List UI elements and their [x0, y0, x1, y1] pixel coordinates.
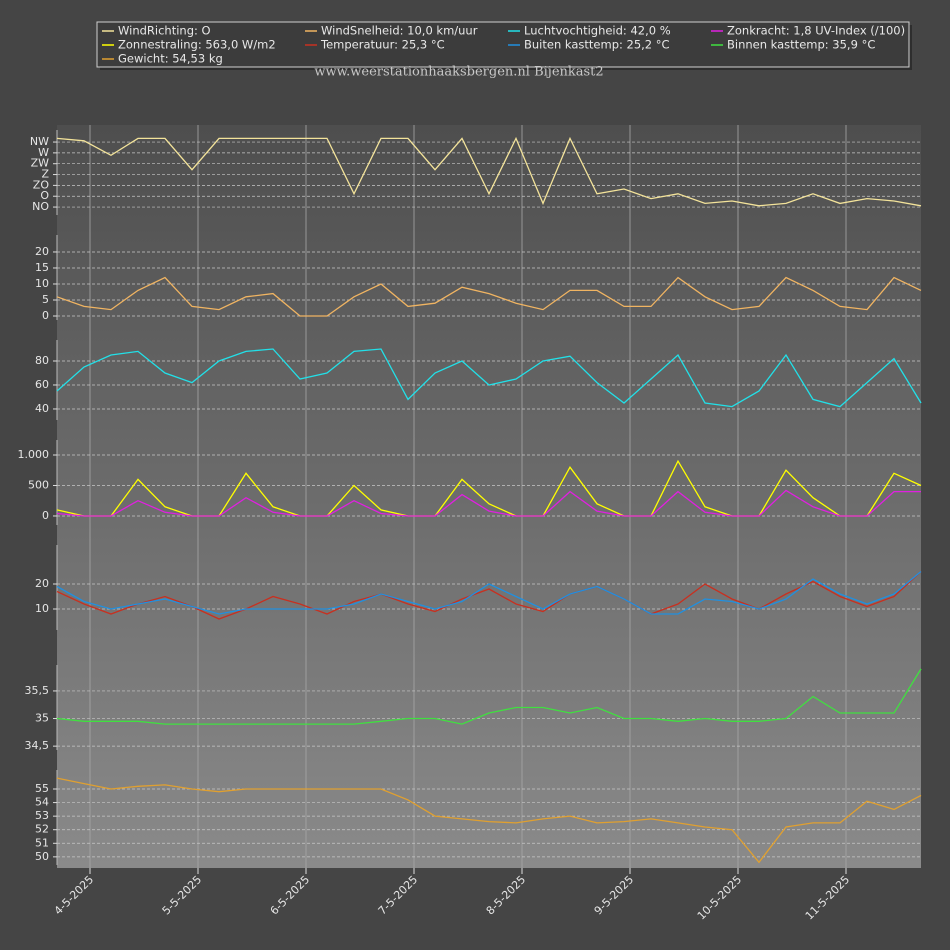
series-line [56, 276, 922, 317]
y-tick-label: O [40, 189, 49, 202]
y-tick-label: 5 [42, 293, 49, 306]
legend-label: Buiten kasttemp: 25,2 °C [524, 38, 670, 52]
y-tick-label: 15 [35, 261, 49, 274]
series-line [56, 489, 921, 517]
legend-label: WindSnelheid: 10,0 km/uur [321, 24, 478, 38]
y-tick-label: 10 [35, 277, 49, 290]
y-tick-label: NW [30, 135, 49, 148]
series-line [56, 348, 922, 408]
y-tick-label: 0 [42, 309, 49, 322]
legend-label: Gewicht: 54,53 kg [118, 52, 223, 66]
x-tick-label: 9-5-2025 [592, 873, 637, 918]
y-tick-label: 80 [35, 354, 49, 367]
legend-label: Zonnestraling: 563,0 W/m2 [118, 38, 276, 52]
legend-label: Zonkracht: 1,8 UV-Index (/100) [727, 24, 905, 38]
y-tick-label: 60 [35, 378, 49, 391]
y-tick-label: W [38, 146, 49, 159]
y-tick-label: 0 [42, 509, 49, 522]
y-tick-label: 50 [35, 850, 49, 863]
x-tick-label: 4-5-2025 [52, 873, 97, 918]
y-tick-label: 54 [35, 796, 49, 809]
y-tick-label: 55 [35, 782, 49, 795]
y-tick-label: 35 [35, 712, 49, 725]
legend-label: Temperatuur: 25,3 °C [320, 38, 445, 52]
y-tick-label: 34,5 [25, 739, 50, 752]
y-tick-label: 53 [35, 809, 49, 822]
y-tick-label: NO [32, 200, 49, 213]
y-tick-label: Z [41, 168, 49, 181]
x-tick-label: 7-5-2025 [376, 873, 421, 918]
x-tick-label: 11-5-2025 [803, 873, 852, 922]
y-tick-label: 500 [28, 478, 49, 491]
legend-label: WindRichting: O [118, 24, 211, 38]
y-tick-label: 20 [35, 245, 49, 258]
subtitle: www.weerstationhaaksbergen.nl Bijenkast2 [314, 65, 603, 80]
legend-label: Luchtvochtigheid: 42,0 % [524, 24, 671, 38]
series-line [56, 571, 922, 620]
y-tick-label: 1.000 [18, 448, 50, 461]
plot-area [57, 125, 921, 868]
x-tick-label: 5-5-2025 [160, 873, 205, 918]
y-tick-label: 40 [35, 402, 49, 415]
x-tick-label: 8-5-2025 [484, 873, 529, 918]
legend-label: Binnen kasttemp: 35,9 °C [727, 38, 875, 52]
x-tick-label: 10-5-2025 [695, 873, 744, 922]
series-line [56, 136, 922, 207]
y-tick-label: 35,5 [25, 684, 50, 697]
legend-box [96, 21, 910, 68]
y-tick-label: 10 [35, 602, 49, 615]
y-tick-label: ZO [33, 178, 50, 191]
y-tick-label: ZW [31, 157, 50, 170]
x-tick-label: 6-5-2025 [268, 873, 313, 918]
series-line [56, 777, 922, 864]
y-tick-label: 51 [35, 836, 49, 849]
y-tick-label: 52 [35, 823, 49, 836]
series-line [56, 571, 922, 615]
series-line [56, 668, 922, 725]
y-tick-label: 20 [35, 577, 49, 590]
